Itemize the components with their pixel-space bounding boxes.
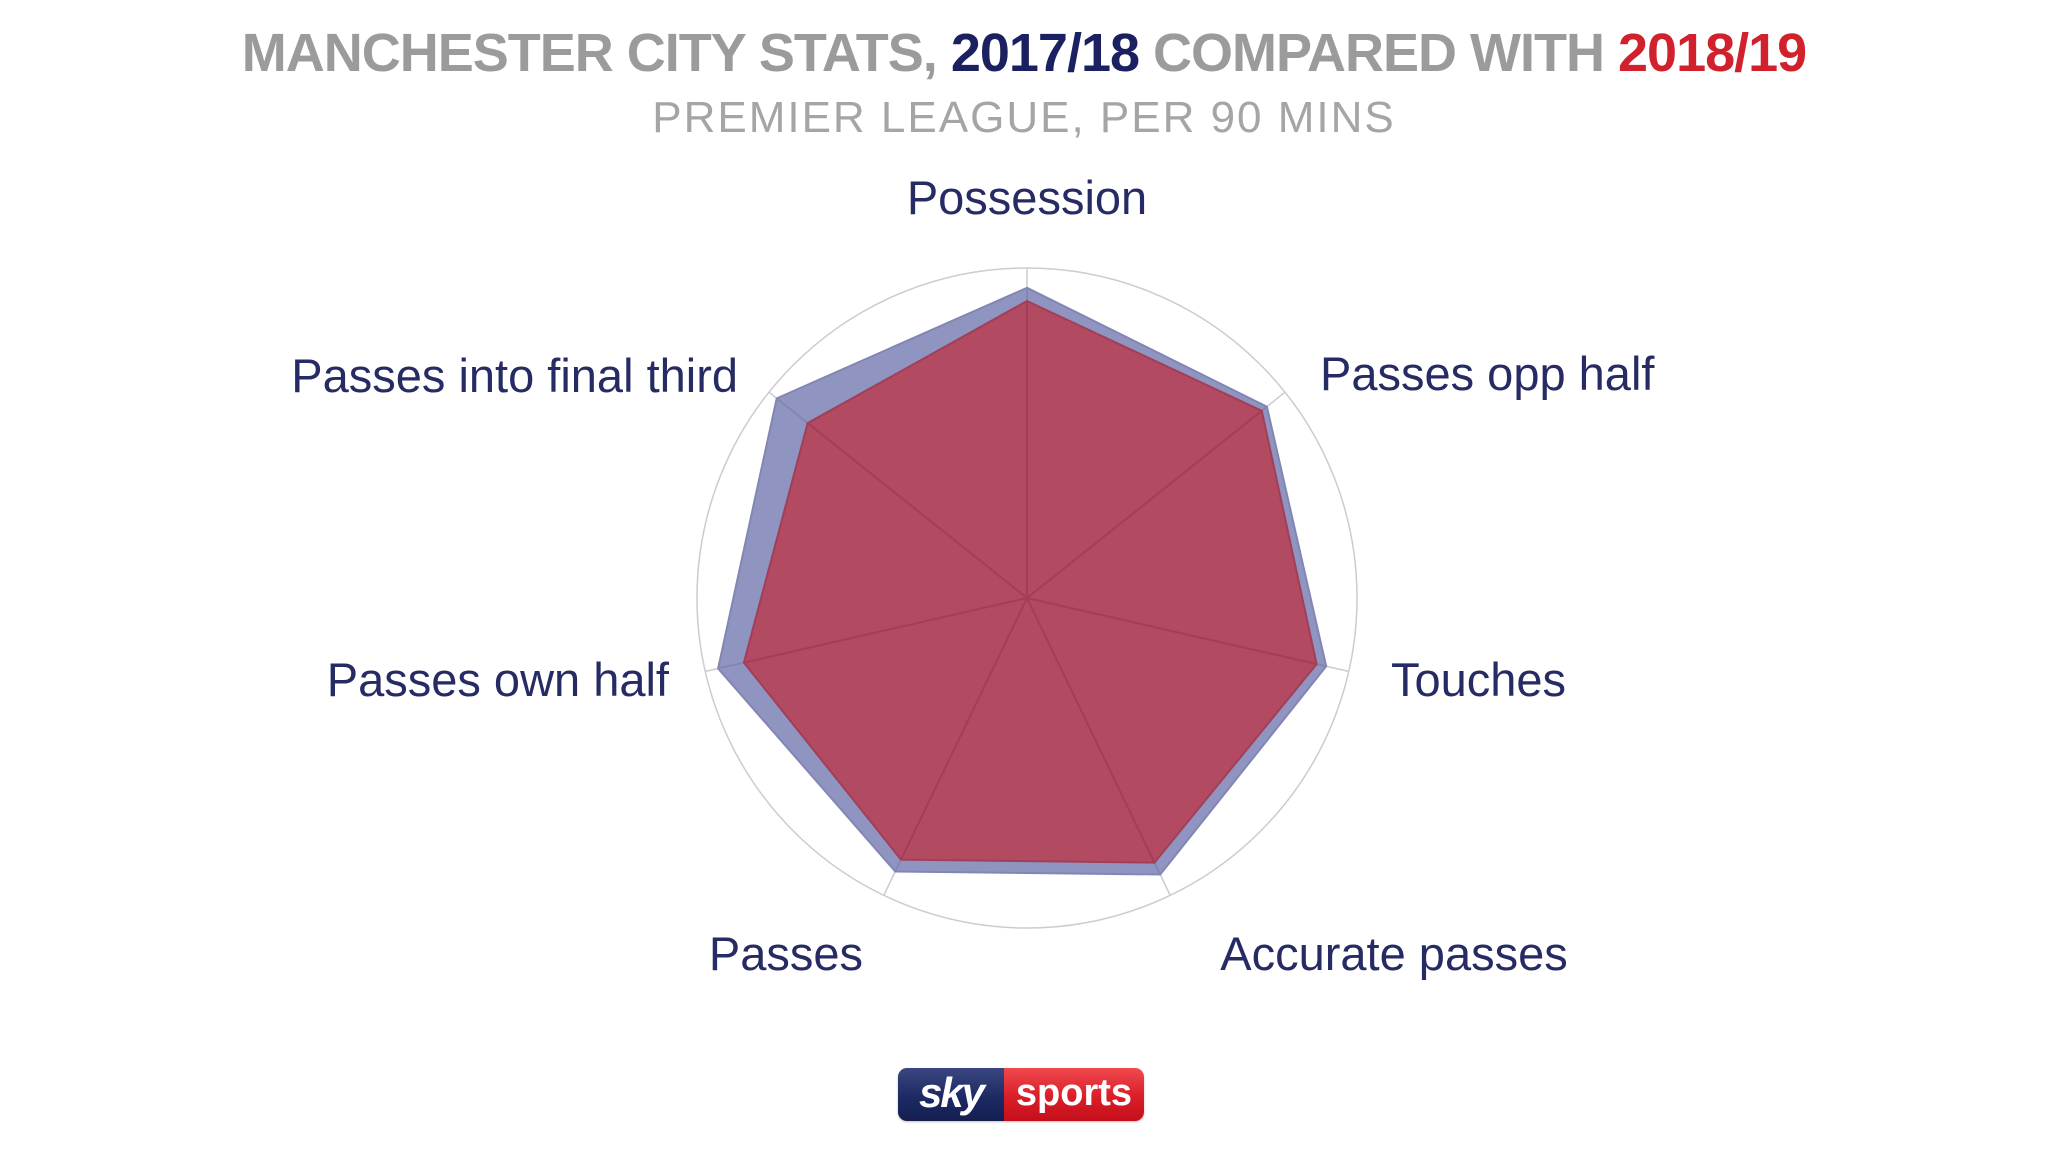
sky-logo-block: sky	[898, 1068, 1004, 1121]
title-season-2017-18: 2017/18	[950, 23, 1140, 83]
radar-spoke	[1026, 391, 1286, 599]
axis-label-touches: Touches	[1391, 653, 1567, 706]
chart-subtitle: PREMIER LEAGUE, PER 90 MINS	[652, 93, 1396, 142]
title-season-2018-19: 2018/19	[1618, 23, 1807, 83]
sky-sports-logo: sky sports	[898, 1068, 1144, 1121]
axis-label-passes-opp-half: Passes opp half	[1320, 347, 1655, 400]
radar-spoke	[743, 597, 1028, 673]
axis-label-passes-into-final-third: Passes into final third	[291, 349, 738, 402]
series-2018-19-polygon	[742, 299, 1318, 864]
sky-logo-text: sky	[918, 1068, 985, 1116]
radar-spokes-over-2018-19	[743, 301, 1317, 863]
title-prefix: MANCHESTER CITY STATS,	[241, 23, 951, 83]
axis-label-passes-own-half: Passes own half	[326, 653, 669, 706]
axis-label-passes: Passes	[708, 927, 864, 980]
axis-label-possession: Possession	[906, 171, 1148, 224]
radar-spoke	[1026, 597, 1317, 673]
axis-label-accurate-passes: Accurate passes	[1220, 927, 1568, 980]
chart-title: MANCHESTER CITY STATS, 2017/18 COMPARED …	[0, 23, 2048, 83]
radar-spoke	[882, 597, 1028, 863]
radar-spoke	[1026, 597, 1172, 863]
sports-logo-text: sports	[1015, 1071, 1133, 1114]
radar-spoke	[768, 391, 1028, 599]
title-middle: COMPARED WITH	[1139, 23, 1618, 83]
sports-logo-block: sports	[1004, 1068, 1144, 1121]
